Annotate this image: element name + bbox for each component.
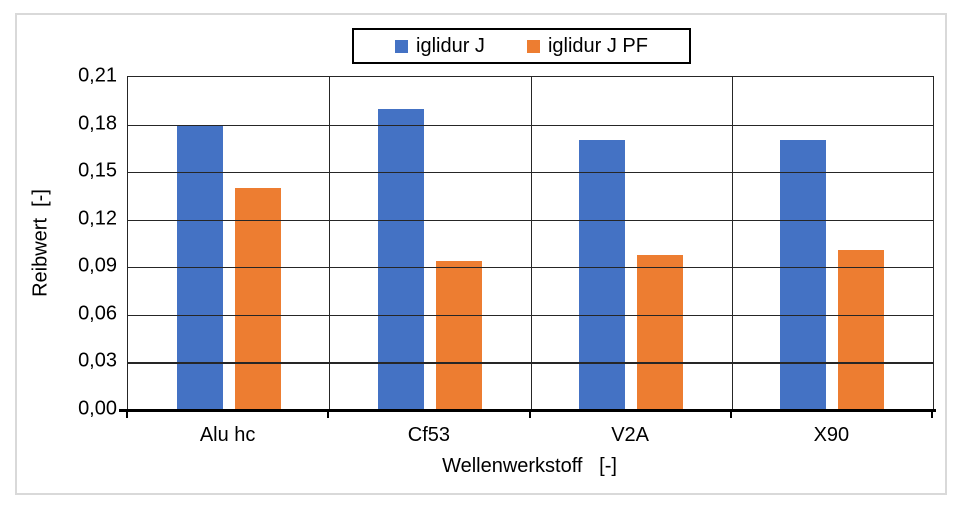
bar-iglidur-j-v2a	[579, 140, 626, 410]
x-tick-label-v2a: V2A	[611, 424, 650, 446]
x-axis-tick-mark	[327, 409, 330, 418]
bar-iglidur-j-pf-v2a	[637, 254, 684, 410]
category-separator-line	[731, 77, 733, 410]
legend-label-iglidur-j-pf: iglidur J PF	[547, 34, 648, 57]
x-tick-label-x90: X90	[813, 424, 850, 446]
y-tick-label: 0,00	[78, 397, 117, 420]
category-cell-x90	[732, 77, 933, 410]
x-axis-tick-mark	[729, 409, 732, 418]
y-tick-label: 0,21	[78, 64, 117, 87]
bar-cells	[128, 77, 933, 410]
category-cell-cf53	[329, 77, 530, 410]
x-axis-line	[119, 409, 936, 412]
legend-item-iglidur-j-pf: iglidur J PF	[526, 34, 648, 58]
category-separator-line	[329, 77, 331, 410]
legend-item-iglidur-j: iglidur J	[395, 35, 485, 58]
category-cell-alu-hc	[128, 77, 329, 410]
category-separator-line	[530, 77, 532, 410]
bar-iglidur-j-pf-alu-hc	[234, 188, 281, 410]
legend: iglidur J iglidur J PF	[352, 28, 691, 64]
x-axis-tick-mark	[126, 409, 128, 418]
category-cell-v2a	[531, 77, 732, 410]
x-axis-title: Wellenwerkstoff [-]	[442, 455, 617, 477]
bar-iglidur-j-pf-cf53	[435, 260, 482, 410]
x-axis-tick-mark	[528, 409, 531, 418]
y-tick-label: 0,06	[78, 302, 117, 325]
y-axis-tick-labels: 0,21 0,18 0,15 0,12 0,09 0,06 0,03 0,00	[17, 65, 117, 420]
x-tick-label-cf53: Cf53	[407, 424, 450, 446]
x-axis-tick-mark	[931, 409, 933, 418]
y-tick-label: 0,15	[78, 159, 117, 182]
y-tick-label: 0,12	[78, 207, 117, 230]
legend-swatch-iglidur-j-pf	[526, 39, 540, 53]
y-tick-label: 0,03	[78, 349, 117, 372]
legend-label-iglidur-j: iglidur J	[416, 34, 485, 57]
legend-swatch-iglidur-j	[395, 39, 409, 53]
chart-frame: iglidur J iglidur J PF Reibwert [-] 0,21…	[15, 13, 947, 495]
y-tick-label: 0,18	[78, 112, 117, 135]
bar-iglidur-j-pf-x90	[838, 249, 885, 410]
x-axis-tick-labels: Alu hc Cf53 V2A X90	[127, 424, 932, 447]
y-tick-label: 0,09	[78, 254, 117, 277]
x-tick-label-alu-hc: Alu hc	[199, 424, 256, 446]
bar-iglidur-j-cf53	[377, 108, 424, 410]
plot-area	[127, 76, 934, 410]
bar-iglidur-j-x90	[780, 140, 827, 410]
